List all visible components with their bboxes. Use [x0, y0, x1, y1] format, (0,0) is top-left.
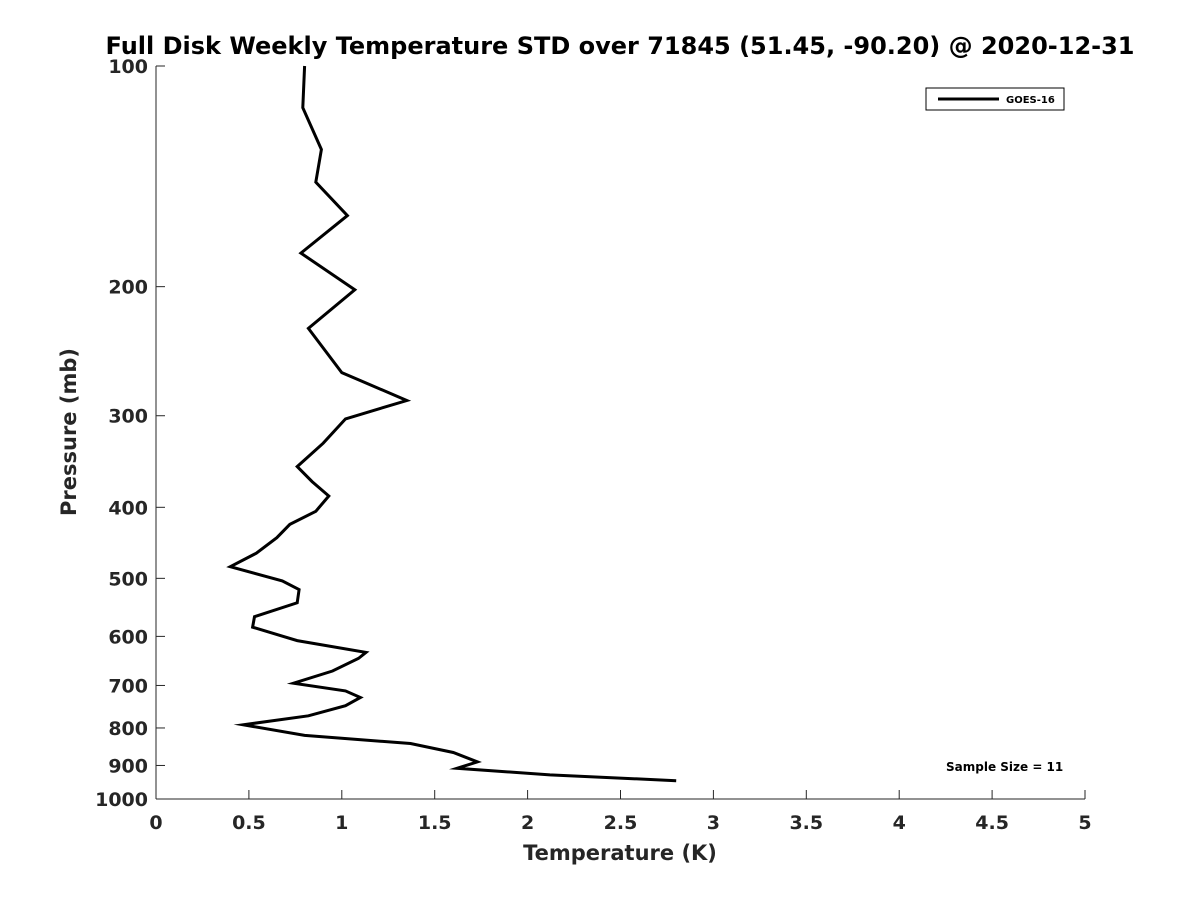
x-axis-label: Temperature (K) — [523, 841, 717, 865]
x-tick-label: 1.5 — [418, 812, 452, 834]
x-tick-label: 5 — [1078, 812, 1091, 834]
y-axis-label: Pressure (mb) — [57, 348, 81, 516]
y-tick-label: 200 — [108, 277, 148, 299]
y-tick-label: 1000 — [95, 789, 148, 811]
y-tick-label: 700 — [108, 675, 148, 697]
x-tick-label: 3 — [707, 812, 720, 834]
y-tick-label: 800 — [108, 718, 148, 740]
x-tick-label: 3.5 — [789, 812, 823, 834]
y-tick-label: 600 — [108, 626, 148, 648]
plot-area: 0 0.5 1 1.5 2 2.5 3 3.5 4 4.5 5 100 200 300 400 500 600 7… — [95, 56, 1092, 834]
x-tick-label: 2.5 — [604, 812, 638, 834]
x-tick-label: 4.5 — [975, 812, 1009, 834]
y-tick-label: 300 — [108, 406, 148, 428]
x-tick-label: 0.5 — [232, 812, 266, 834]
y-tick-label: 900 — [108, 755, 148, 777]
x-tick-label: 1 — [335, 812, 348, 834]
x-tick-label: 2 — [521, 812, 534, 834]
series-line-goes-16 — [226, 65, 677, 783]
y-tick-label: 500 — [108, 568, 148, 590]
x-tick-label: 4 — [893, 812, 906, 834]
y-tick-label: 400 — [108, 497, 148, 519]
x-tick-label: 0 — [149, 812, 162, 834]
chart-title: Full Disk Weekly Temperature STD over 71… — [106, 32, 1135, 60]
sample-size-annotation: Sample Size = 11 — [946, 760, 1063, 774]
legend-entry-goes-16: GOES-16 — [1006, 95, 1055, 106]
y-tick-label: 100 — [108, 56, 148, 78]
legend: GOES-16 — [925, 87, 1065, 111]
